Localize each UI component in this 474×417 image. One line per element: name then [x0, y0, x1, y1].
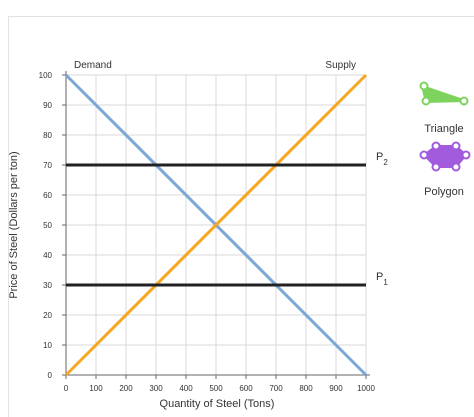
x-tick-label: 900 — [329, 384, 343, 393]
triangle-tool[interactable]: Triangle — [419, 81, 469, 136]
y-tick-label: 100 — [39, 71, 53, 80]
supply-curve[interactable] — [64, 73, 368, 377]
y-axis-label: Price of Steel (Dollars per ton) — [8, 151, 20, 298]
price-line-label: P2 — [376, 151, 388, 167]
x-tick-label: 300 — [149, 384, 163, 393]
y-tick-label: 40 — [43, 251, 52, 260]
x-tick-label: 0 — [64, 384, 69, 393]
y-tick-label: 70 — [43, 161, 52, 170]
y-tick-label: 50 — [43, 221, 52, 230]
graph-panel — [8, 16, 474, 417]
polygon-icon — [419, 141, 471, 172]
x-tick-label: 600 — [239, 384, 253, 393]
x-axis-label: Quantity of Steel (Tons) — [160, 398, 275, 410]
y-tick-label: 0 — [48, 371, 53, 380]
series-labels: Demand Supply — [74, 60, 356, 71]
polygon-tool-label: Polygon — [424, 186, 464, 198]
x-tick-label: 500 — [209, 384, 223, 393]
tick-labels: 0 100 200 300 400 500 600 700 800 900 1000 0 10 20 30 4… — [39, 71, 376, 393]
y-tick-label: 10 — [43, 341, 52, 350]
x-tick-label: 1000 — [357, 384, 375, 393]
axes — [62, 71, 370, 379]
triangle-tool-label: Triangle — [424, 123, 463, 135]
x-tick-label: 700 — [269, 384, 283, 393]
triangle-icon — [419, 81, 469, 106]
x-tick-label: 200 — [119, 384, 133, 393]
y-tick-label: 90 — [43, 101, 52, 110]
price-line-label: P1 — [376, 271, 388, 287]
price-lines: P2 P1 — [66, 151, 388, 287]
supply-label: Supply — [325, 60, 356, 71]
x-tick-label: 400 — [179, 384, 193, 393]
polygon-tool[interactable]: Polygon — [419, 141, 471, 199]
y-tick-label: 60 — [43, 191, 52, 200]
y-tick-label: 20 — [43, 311, 52, 320]
series-lines — [64, 73, 368, 377]
y-tick-label: 30 — [43, 281, 52, 290]
x-tick-label: 100 — [89, 384, 103, 393]
y-tick-label: 80 — [43, 131, 52, 140]
x-tick-label: 800 — [299, 384, 313, 393]
demand-label: Demand — [74, 60, 112, 71]
